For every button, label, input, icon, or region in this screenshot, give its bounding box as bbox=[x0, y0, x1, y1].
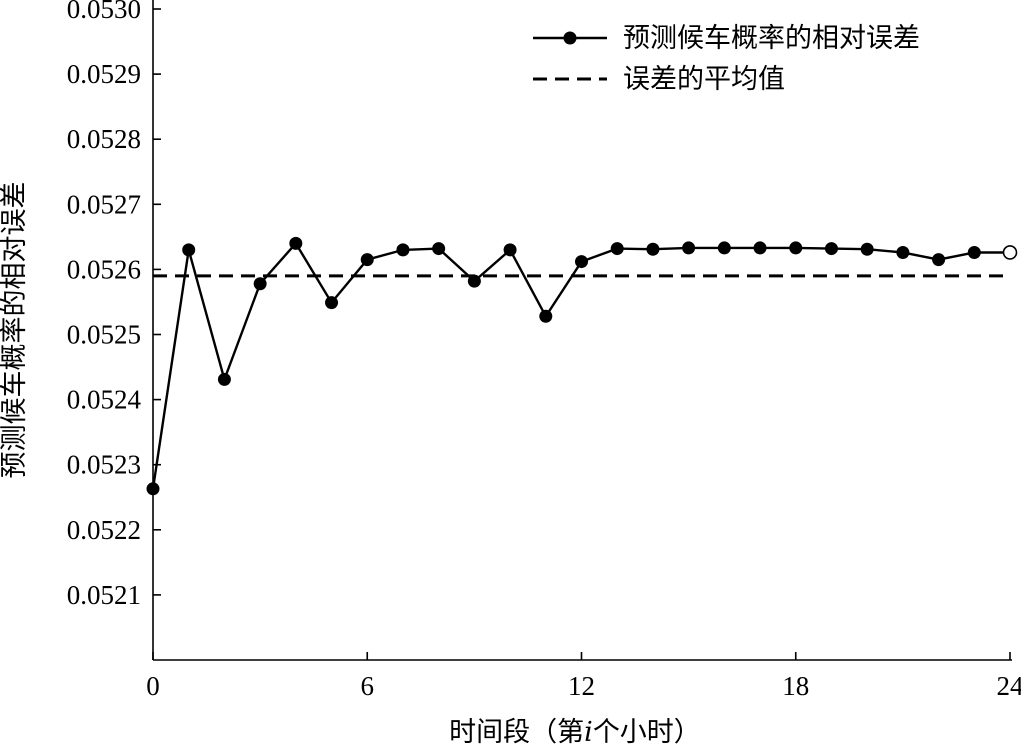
series-point bbox=[646, 242, 660, 256]
series-point bbox=[253, 277, 267, 291]
y-tick-label: 0.0526 bbox=[67, 254, 141, 284]
y-tick-label: 0.0522 bbox=[67, 515, 141, 545]
y-axis-ticks: 0.0521 0.0522 0.0523 0.0524 0.0525 0.0526 0.05… bbox=[67, 0, 161, 610]
series-point bbox=[824, 242, 838, 256]
series-point bbox=[146, 482, 160, 496]
y-tick-label: 0.0527 bbox=[67, 189, 141, 219]
series-point bbox=[325, 296, 339, 310]
y-tick-label: 0.0529 bbox=[67, 59, 141, 89]
series-point bbox=[896, 245, 910, 259]
series-point bbox=[360, 253, 374, 267]
y-tick-label: 0.0523 bbox=[67, 450, 141, 480]
y-tick-label: 0.0521 bbox=[67, 580, 141, 610]
series-point bbox=[967, 245, 981, 259]
series-point-open bbox=[1002, 245, 1018, 260]
y-tick-label: 0.0524 bbox=[67, 385, 142, 415]
legend-mean-label: 误差的平均值 bbox=[623, 64, 785, 95]
series-point bbox=[503, 243, 517, 257]
x-tick-label: 24 bbox=[997, 671, 1021, 701]
x-axis-title: 时间段（第i个小时） bbox=[449, 717, 701, 748]
series-point bbox=[610, 242, 624, 256]
series-point bbox=[575, 255, 588, 269]
series-point bbox=[289, 236, 303, 250]
y-axis-title: 预测候车概率的相对误差 bbox=[0, 182, 30, 479]
series-point bbox=[432, 242, 446, 256]
y-tick-label: 0.0530 bbox=[67, 0, 141, 24]
series-point bbox=[182, 243, 196, 257]
series-point bbox=[860, 242, 874, 256]
y-tick-label: 0.0528 bbox=[67, 124, 141, 154]
legend: 预测候车概率的相对误差 误差的平均值 bbox=[533, 23, 920, 95]
series-point bbox=[217, 372, 231, 386]
legend-series-label: 预测候车概率的相对误差 bbox=[623, 23, 920, 54]
x-tick-label: 18 bbox=[782, 671, 809, 701]
series-point bbox=[717, 241, 731, 255]
series-point bbox=[682, 241, 696, 255]
series-point bbox=[789, 241, 803, 255]
x-tick-label: 6 bbox=[361, 671, 375, 701]
relative-error-series-line bbox=[151, 241, 1010, 489]
x-axis-ticks: 0 6 12 18 24 bbox=[146, 652, 1021, 701]
series-point bbox=[753, 241, 767, 255]
x-tick-label: 0 bbox=[146, 671, 160, 701]
relative-error-series-points bbox=[146, 236, 1018, 496]
series-point bbox=[932, 253, 946, 267]
series-point bbox=[539, 309, 553, 323]
legend-series-marker bbox=[563, 31, 577, 45]
series-point bbox=[467, 274, 481, 288]
y-tick-label: 0.0525 bbox=[67, 320, 141, 350]
series-point bbox=[396, 243, 410, 257]
x-tick-label: 12 bbox=[568, 671, 595, 701]
